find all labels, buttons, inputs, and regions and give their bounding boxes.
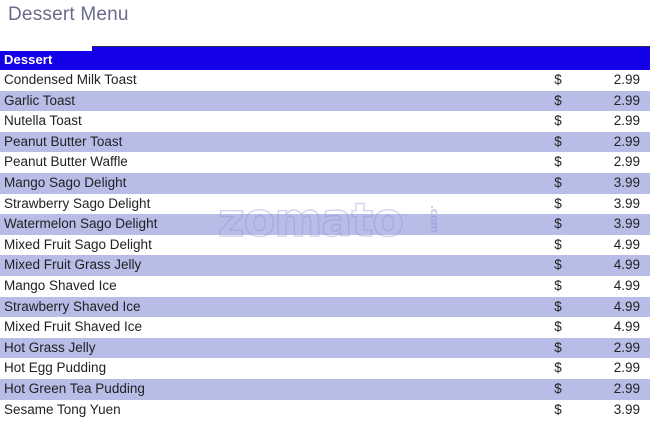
menu-item-price: 3.99 <box>613 401 640 417</box>
menu-item-name: Garlic Toast <box>4 92 76 108</box>
menu-item-currency: $ <box>554 277 562 293</box>
menu-item-price: 3.99 <box>613 174 640 190</box>
menu-item-price: 4.99 <box>613 298 640 314</box>
table-row: Hot Green Tea Pudding $2.99 <box>0 378 650 400</box>
menu-item-price: 4.99 <box>613 277 640 293</box>
menu-item-name: Mixed Fruit Sago Delight <box>4 236 152 252</box>
table-row: Nutella Toast $2.99 <box>0 111 650 132</box>
menu-item-name: Condensed Milk Toast <box>4 72 137 87</box>
table-row: Mixed Fruit Sago Delight $4.99 <box>0 234 650 256</box>
menu-rows: Condensed Milk Toast $2.99 Garlic Toast $2.… <box>0 70 650 421</box>
menu-item-name: Mixed Fruit Grass Jelly <box>4 257 142 273</box>
menu-item-price: 4.99 <box>613 257 640 273</box>
menu-item-currency: $ <box>554 401 562 417</box>
menu-item-price: 2.99 <box>613 154 640 170</box>
menu-item-name: Watermelon Sago Delight <box>4 216 158 232</box>
menu-item-price: 2.99 <box>613 339 640 355</box>
menu-item-currency: $ <box>554 360 562 376</box>
menu-item-currency: $ <box>554 133 562 149</box>
table-row: Watermelon Sago Delight $3.99 <box>0 214 650 235</box>
menu-item-currency: $ <box>554 380 562 396</box>
menu-item-price: 2.99 <box>613 380 640 396</box>
menu-item-currency: $ <box>554 154 562 170</box>
menu-item-currency: $ <box>554 92 562 108</box>
menu-item-name: Peanut Butter Waffle <box>4 154 128 170</box>
menu-item-name: Nutella Toast <box>4 113 82 129</box>
menu-item-price: 4.99 <box>613 236 640 252</box>
menu-item-currency: $ <box>554 174 562 190</box>
menu-item-price: 3.99 <box>613 216 640 232</box>
menu-item-currency: $ <box>554 216 562 232</box>
table-row: Hot Egg Pudding $2.99 <box>0 358 650 379</box>
header-notch <box>0 46 92 51</box>
menu-item-name: Mango Sago Delight <box>4 174 127 190</box>
menu-item-price: 4.99 <box>613 319 640 335</box>
menu-item-currency: $ <box>554 113 562 129</box>
table-row: Sesame Tong Yuen $3.99 <box>0 399 650 421</box>
table-section-header: Dessert <box>0 46 650 70</box>
menu-item-name: Mango Shaved Ice <box>4 277 117 293</box>
menu-item-currency: $ <box>554 298 562 314</box>
table-row: Mango Sago Delight $3.99 <box>0 172 650 194</box>
table-row: Strawberry Sago Delight $3.99 <box>0 193 650 215</box>
table-row: Hot Grass Jelly $2.99 <box>0 337 650 359</box>
menu-item-currency: $ <box>554 339 562 355</box>
table-row: Garlic Toast $2.99 <box>0 90 650 112</box>
menu-item-price: 2.99 <box>613 113 640 129</box>
menu-item-currency: $ <box>554 72 562 87</box>
menu-item-currency: $ <box>554 236 562 252</box>
menu-item-currency: $ <box>554 195 562 211</box>
menu-item-name: Sesame Tong Yuen <box>4 401 121 417</box>
section-header-label: Dessert <box>4 52 53 67</box>
menu-item-currency: $ <box>554 319 562 335</box>
menu-item-currency: $ <box>554 257 562 273</box>
table-row: Peanut Butter Toast $2.99 <box>0 131 650 153</box>
menu-item-price: 2.99 <box>613 360 640 376</box>
table-row: Mango Shaved Ice $4.99 <box>0 275 650 297</box>
menu-table: Dessert Condensed Milk Toast $2.99 Garlic … <box>0 46 650 421</box>
menu-item-name: Hot Egg Pudding <box>4 360 107 376</box>
menu-item-price: 2.99 <box>613 133 640 149</box>
menu-item-price: 3.99 <box>613 195 640 211</box>
menu-item-name: Strawberry Shaved Ice <box>4 298 141 314</box>
table-row: Condensed Milk Toast $2.99 <box>0 70 650 91</box>
menu-item-name: Mixed Fruit Shaved Ice <box>4 319 143 335</box>
menu-item-name: Hot Grass Jelly <box>4 339 96 355</box>
menu-item-price: 2.99 <box>613 92 640 108</box>
table-row: Peanut Butter Waffle $2.99 <box>0 152 650 173</box>
menu-item-price: 2.99 <box>613 72 640 87</box>
menu-item-name: Peanut Butter Toast <box>4 133 123 149</box>
menu-item-name: Strawberry Sago Delight <box>4 195 151 211</box>
menu-item-name: Hot Green Tea Pudding <box>4 380 145 396</box>
page-title: Dessert Menu <box>8 4 129 25</box>
table-row: Mixed Fruit Shaved Ice $4.99 <box>0 317 650 338</box>
table-row: Strawberry Shaved Ice $4.99 <box>0 296 650 318</box>
table-row: Mixed Fruit Grass Jelly $4.99 <box>0 255 650 276</box>
